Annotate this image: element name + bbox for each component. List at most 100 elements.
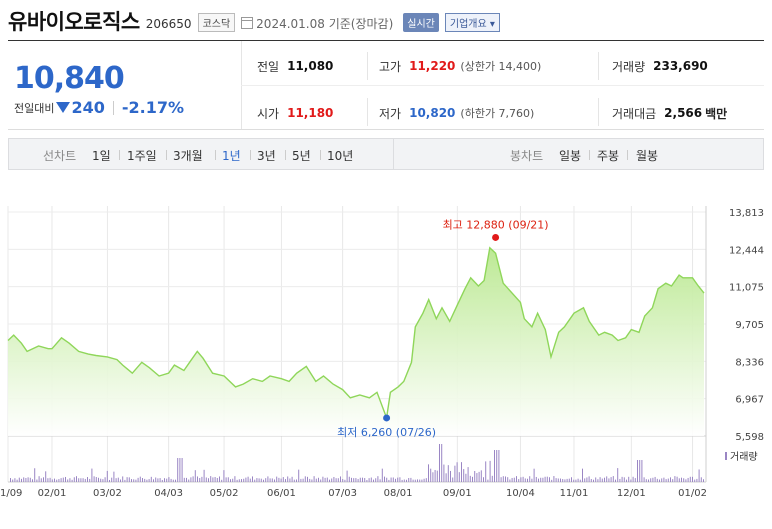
volume-bar	[23, 477, 25, 482]
volume-bar	[700, 477, 702, 482]
volume-bar	[531, 478, 533, 482]
trade-amount: 거래대금 2,566 백만	[612, 103, 727, 123]
volume-bar	[621, 476, 623, 482]
volume-bar	[628, 476, 630, 482]
volume-bar	[302, 478, 304, 482]
volume-bar	[318, 477, 319, 482]
volume-bar	[263, 479, 264, 482]
volume-bar	[502, 476, 504, 482]
volume-bar	[522, 476, 524, 482]
volume-bar	[639, 460, 641, 482]
divider	[589, 150, 590, 160]
volume-bar	[379, 479, 381, 482]
volume-bar	[353, 478, 355, 482]
volume-bar	[555, 478, 557, 482]
volume-bar	[652, 477, 654, 482]
volume-bar	[27, 477, 29, 482]
tab-period-1w[interactable]: 1주일	[127, 149, 157, 163]
volume-bar	[133, 479, 135, 482]
tab-period-1y[interactable]: 1년	[222, 149, 241, 163]
volume-bar	[247, 476, 249, 482]
volume-bar	[692, 476, 693, 482]
candle-chart-label: 봉차트	[510, 149, 544, 163]
volume-bar	[676, 476, 678, 482]
tab-candle-weekly[interactable]: 주봉	[597, 149, 620, 163]
volume-bar	[36, 479, 38, 482]
volume-bar	[529, 476, 531, 482]
volume-bar	[687, 477, 689, 482]
volume-bar	[527, 478, 528, 482]
low-value: 10,820	[409, 106, 456, 120]
volume-bar	[654, 476, 656, 482]
volume-bar	[439, 444, 440, 482]
tab-period-10y[interactable]: 10년	[327, 149, 354, 163]
volume-bar	[16, 479, 18, 482]
volume-bar	[49, 477, 51, 482]
volume-bar	[45, 471, 47, 482]
tab-candle-daily[interactable]: 일봉	[559, 149, 582, 163]
volume-bar	[249, 478, 251, 482]
volume-bar	[392, 477, 394, 482]
volume-bar	[212, 477, 214, 482]
volume-bar	[170, 478, 172, 482]
volume-bar	[386, 477, 388, 482]
line-chart-label: 선차트	[43, 149, 77, 163]
date-text: 2024.01.08 기준(장마감)	[256, 16, 394, 31]
volume-bar	[274, 479, 275, 482]
divider	[367, 52, 368, 80]
volume-bar	[267, 476, 269, 482]
volume-bar	[509, 479, 511, 482]
tab-period-3y[interactable]: 3년	[257, 149, 276, 163]
volume-bar	[137, 477, 139, 482]
company-info-button[interactable]: 기업개요 ▾	[444, 13, 500, 32]
volume-label: 거래량	[612, 59, 646, 74]
realtime-button[interactable]: 실시간	[403, 13, 439, 32]
volume-bar	[546, 476, 548, 482]
volume-bar	[445, 473, 447, 482]
volume-bar	[269, 478, 271, 482]
volume-bar	[632, 476, 634, 482]
volume-bar	[428, 464, 429, 482]
volume-bar	[194, 470, 196, 482]
volume-bar	[496, 450, 498, 482]
volume-bar	[236, 479, 238, 482]
volume-bar	[601, 478, 603, 482]
volume-bar	[282, 477, 284, 482]
tab-period-3m[interactable]: 3개월	[173, 149, 203, 163]
volume-bar	[241, 479, 242, 482]
x-tick-label: 09/01	[443, 488, 472, 499]
volume-bar	[432, 472, 434, 482]
volume-bar	[109, 479, 110, 482]
volume-bar	[238, 479, 240, 482]
x-tick-label: 10/04	[506, 488, 535, 499]
volume-bar	[696, 478, 698, 482]
volume-bar	[364, 478, 366, 482]
volume-bar	[467, 467, 469, 482]
volume-bar	[32, 479, 33, 482]
volume-bar	[564, 479, 566, 482]
volume-bar	[579, 479, 581, 482]
volume-bar	[131, 479, 132, 482]
price-chart-svg: 01/09 02/01 03/02 04/03 05/02 06/01 07/03 08/01…	[0, 206, 764, 499]
volume-bar	[645, 479, 647, 482]
volume-bar	[326, 477, 328, 482]
volume-bar	[111, 477, 113, 482]
volume-bar	[610, 477, 612, 482]
volume-bar	[216, 477, 218, 482]
volume-bar	[694, 479, 696, 482]
volume-bar	[60, 478, 62, 482]
volume-bar	[612, 476, 614, 482]
divider	[320, 150, 321, 160]
volume-bar	[577, 478, 579, 482]
tab-period-5y[interactable]: 5년	[292, 149, 311, 163]
tab-period-1d[interactable]: 1일	[92, 149, 111, 163]
tab-candle-monthly[interactable]: 월봉	[636, 149, 659, 163]
volume-bar	[91, 468, 93, 482]
volume-bar	[307, 476, 308, 482]
volume-bar	[617, 468, 619, 482]
divider	[627, 150, 628, 160]
volume-bar	[225, 477, 227, 482]
volume-bar	[65, 476, 66, 482]
volume-bar	[535, 476, 537, 482]
volume-bar	[43, 477, 44, 482]
